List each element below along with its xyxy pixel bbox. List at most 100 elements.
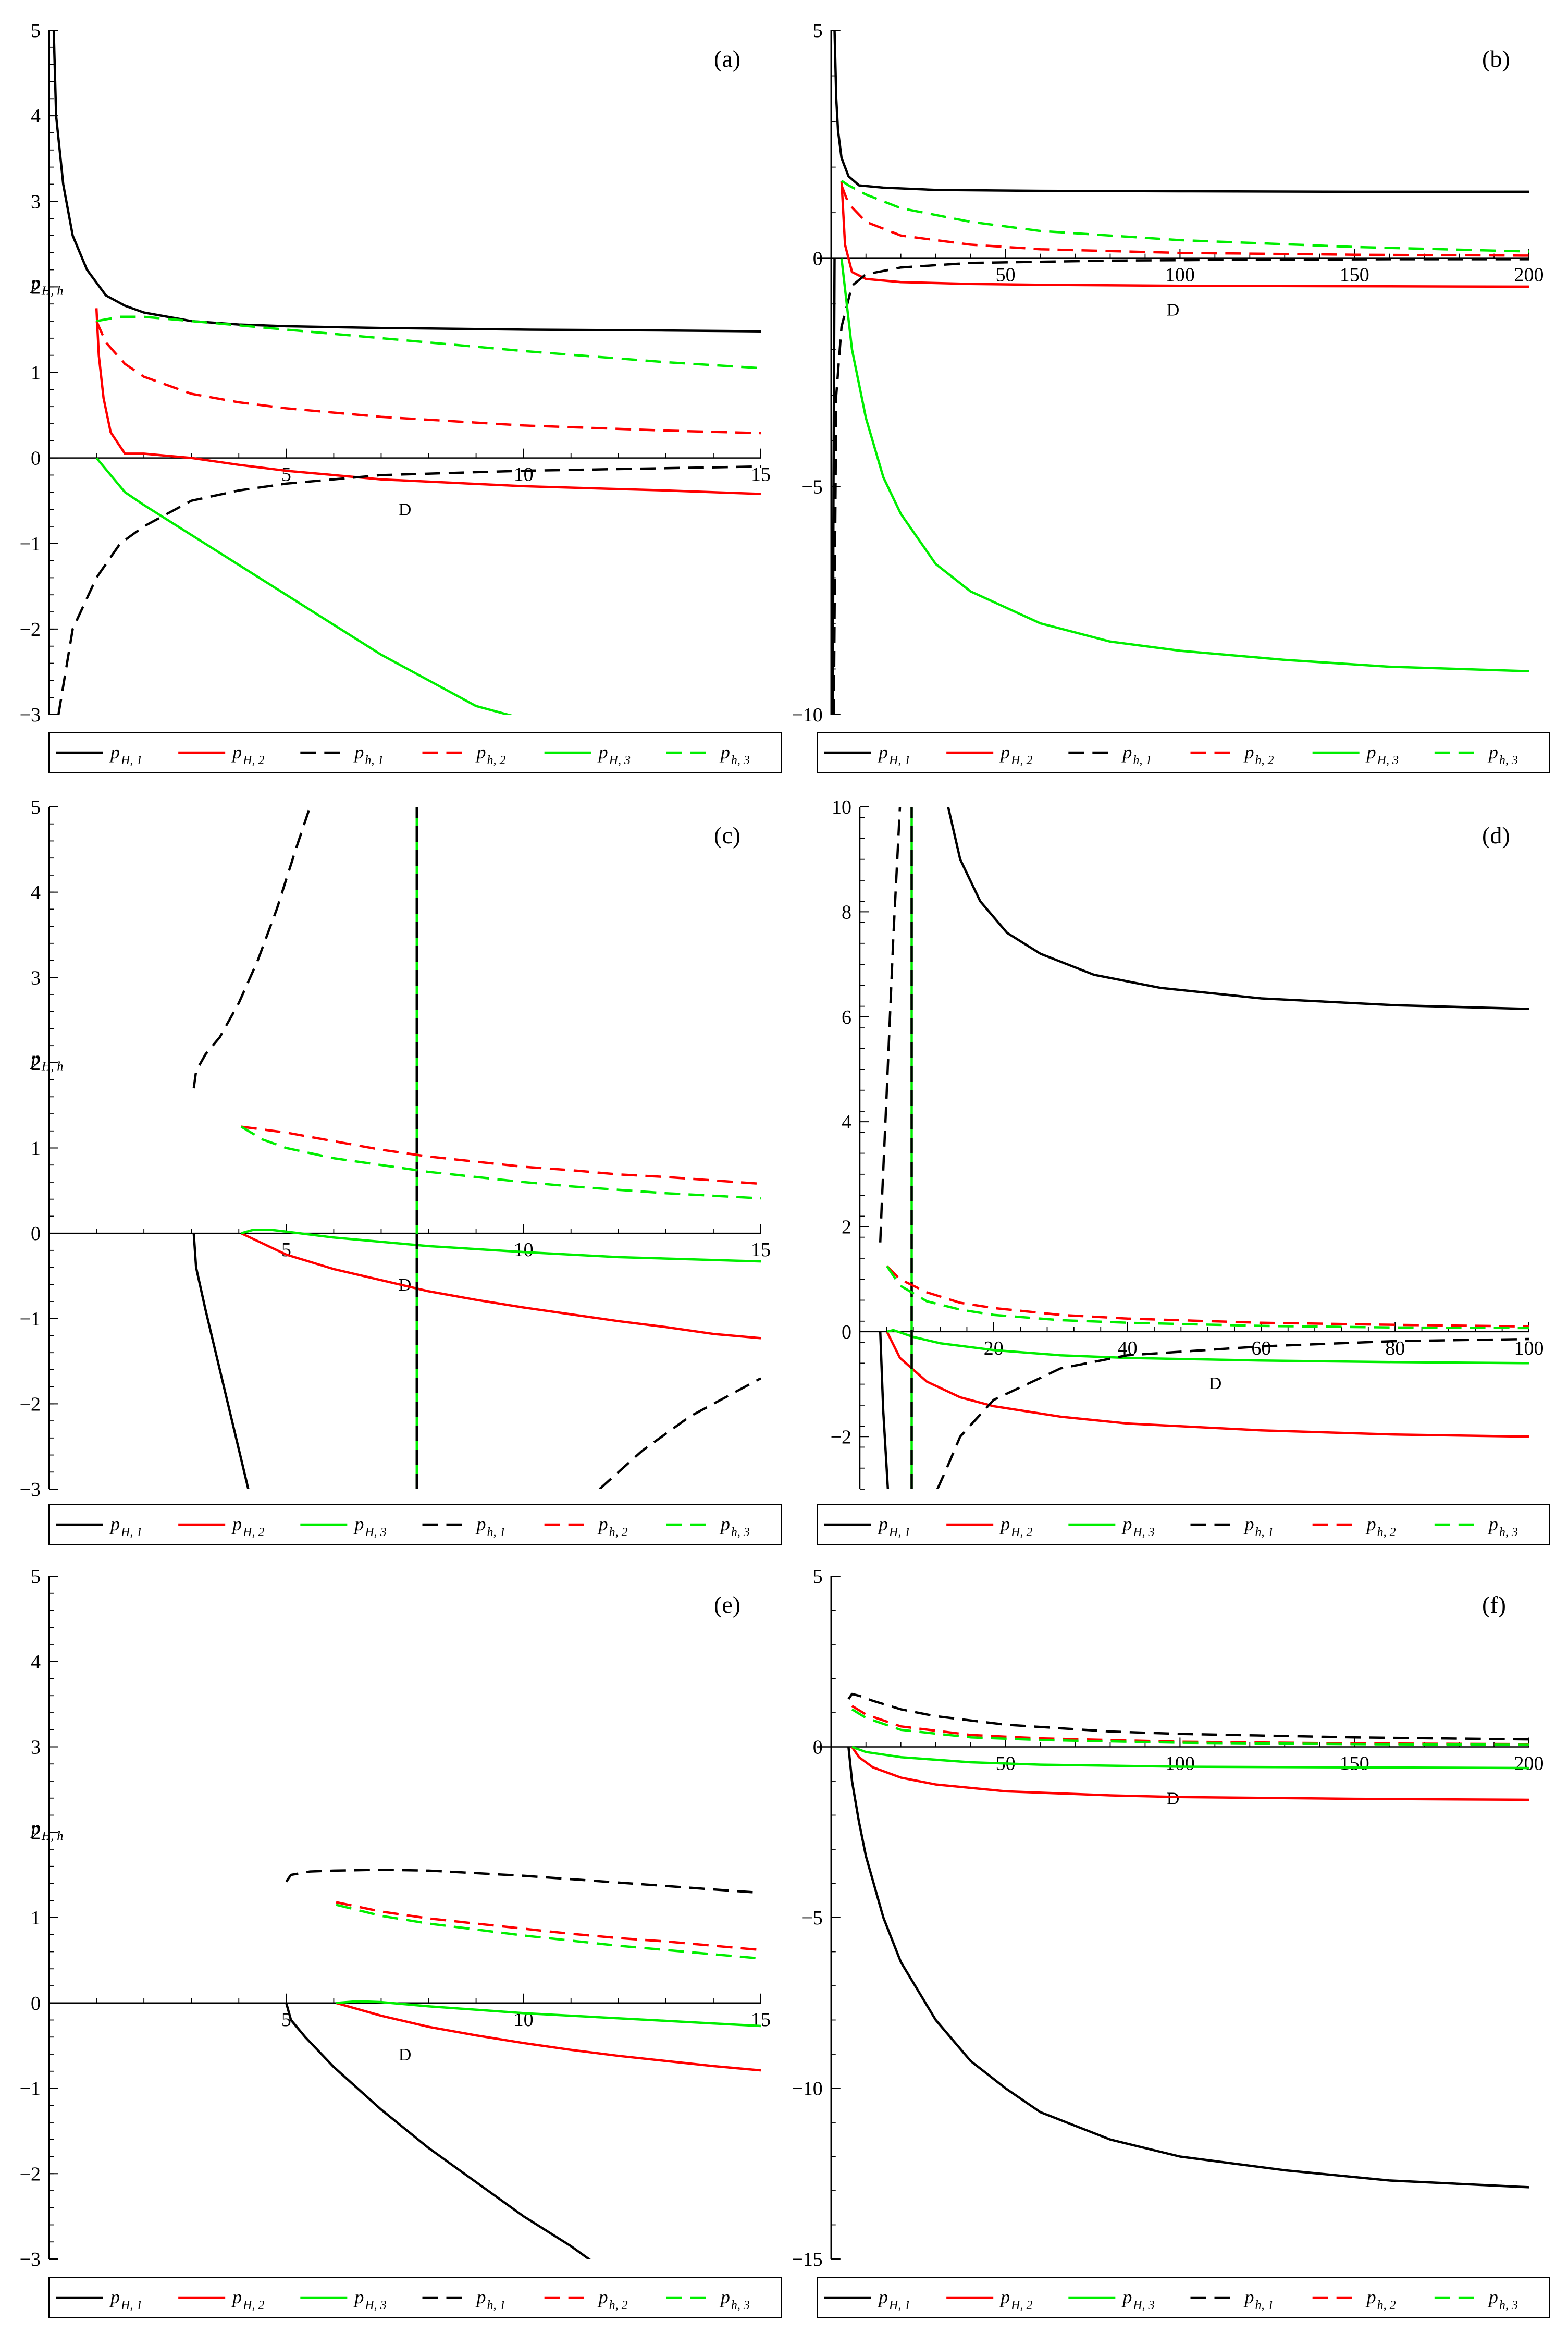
y-tick-label: 0 bbox=[842, 1321, 851, 1343]
x-axis-label: D bbox=[1209, 1374, 1222, 1393]
series-line-red-dashed bbox=[336, 1901, 761, 1951]
x-tick-label: 100 bbox=[1165, 1753, 1195, 1775]
series-line-green-solid bbox=[851, 1746, 1529, 1770]
legend-label: pH, 2 bbox=[999, 2287, 1032, 2312]
x-tick-label: 15 bbox=[751, 2009, 771, 2031]
series-line-black-dashed bbox=[879, 807, 902, 1243]
legend-label: ph, 1 bbox=[475, 1514, 506, 1539]
series-line-black-dashed bbox=[832, 258, 1529, 715]
legend-box bbox=[817, 2277, 1550, 2318]
y-tick-label: 6 bbox=[842, 1006, 851, 1028]
x-tick-label: 150 bbox=[1340, 264, 1369, 286]
x-tick-label: 200 bbox=[1514, 264, 1544, 286]
x-tick-label: 10 bbox=[514, 1239, 534, 1261]
series-line-red-solid bbox=[851, 1746, 1529, 1801]
series-line-black-solid bbox=[42, 458, 46, 715]
series-line-black-dashed bbox=[285, 1869, 761, 1894]
y-tick-label: 2 bbox=[842, 1217, 851, 1238]
x-tick-label: 5 bbox=[281, 1239, 291, 1261]
y-tick-label: 0 bbox=[813, 248, 823, 270]
y-tick-label: −5 bbox=[801, 476, 822, 498]
y-tick-label: −3 bbox=[20, 1479, 41, 1501]
y-tick-label: −2 bbox=[20, 2163, 41, 2185]
legend: pH, 1 pH, 2 pH, 3 ph, 1 ph, 2 ph, 3 bbox=[817, 2277, 1550, 2318]
legend-label: ph, 1 bbox=[1243, 2287, 1274, 2312]
legend: pH, 1 pH, 2 pH, 3 ph, 1 ph, 2 ph, 3 bbox=[817, 1504, 1550, 1545]
legend-label: ph, 3 bbox=[719, 2287, 750, 2312]
legend-label: ph, 1 bbox=[1243, 1514, 1274, 1539]
y-tick-label: −3 bbox=[20, 2249, 41, 2270]
legend-box bbox=[48, 732, 782, 773]
x-tick-label: 10 bbox=[514, 464, 534, 486]
legend-label: ph, 3 bbox=[1487, 1514, 1518, 1539]
panel-label: (a) bbox=[714, 45, 740, 72]
y-tick-label: −15 bbox=[792, 2249, 822, 2270]
curves bbox=[42, 30, 761, 715]
y-tick-label: 5 bbox=[31, 1566, 41, 1588]
legend-label: pH, 1 bbox=[109, 1514, 142, 1539]
legend: pH, 1 pH, 2 pH, 3 ph, 1 ph, 2 ph, 3 bbox=[48, 2277, 782, 2318]
y-axis-label: pH, h bbox=[30, 1048, 63, 1074]
series-line-red-solid bbox=[885, 1331, 1529, 1438]
x-tick-label: 100 bbox=[1514, 1337, 1544, 1359]
series-line-black-solid bbox=[847, 1747, 1529, 2189]
series-line-red-dashed bbox=[95, 321, 761, 435]
y-axis-label: pH, h bbox=[30, 1818, 63, 1843]
y-tick-label: 10 bbox=[832, 796, 851, 818]
y-tick-label: 8 bbox=[842, 901, 851, 923]
series-line-black-dashed bbox=[192, 807, 312, 1089]
series-line-black-dashed bbox=[847, 1692, 1529, 1741]
legend-label: ph, 3 bbox=[1487, 742, 1518, 767]
series-line-green-solid bbox=[95, 457, 512, 715]
x-tick-label: 100 bbox=[1165, 264, 1195, 286]
curves bbox=[879, 807, 1529, 1489]
y-tick-label: 2 bbox=[31, 1822, 41, 1844]
x-axis-label: D bbox=[399, 500, 412, 520]
y-tick-label: 1 bbox=[31, 362, 41, 384]
panel-label: (d) bbox=[1482, 822, 1510, 849]
y-tick-label: 3 bbox=[31, 191, 41, 213]
y-tick-label: −3 bbox=[20, 704, 41, 726]
y-tick-label: 0 bbox=[813, 1737, 823, 1759]
series-line-black-solid bbox=[192, 1233, 250, 1489]
y-tick-label: 5 bbox=[813, 1566, 823, 1588]
y-tick-label: −2 bbox=[20, 619, 41, 641]
series-line-green-dashed bbox=[96, 315, 761, 370]
y-tick-label: −2 bbox=[20, 1393, 41, 1415]
legend-box bbox=[817, 1504, 1550, 1545]
series-line-green-solid bbox=[241, 1229, 761, 1263]
y-tick-label: 4 bbox=[842, 1111, 851, 1133]
series-line-red-dashed bbox=[241, 1125, 761, 1185]
legend-label: pH, 3 bbox=[1365, 742, 1399, 767]
y-tick-label: −1 bbox=[20, 2078, 41, 2100]
y-tick-label: 0 bbox=[31, 448, 41, 470]
y-axis-label: pH, h bbox=[30, 1048, 63, 1074]
series-line-black-dashed bbox=[598, 1377, 761, 1489]
legend-label: ph, 2 bbox=[597, 1514, 628, 1539]
legend-box bbox=[48, 1504, 782, 1545]
y-axis-label: pH, h bbox=[30, 273, 63, 298]
x-tick-label: 50 bbox=[996, 264, 1016, 286]
panel-label: (c) bbox=[714, 822, 740, 849]
legend-box bbox=[48, 2277, 782, 2318]
y-tick-label: −1 bbox=[20, 1308, 41, 1330]
legend-label: ph, 2 bbox=[1365, 2287, 1396, 2312]
series-line-red-solid bbox=[336, 2002, 761, 2072]
x-tick-label: 60 bbox=[1251, 1337, 1271, 1359]
y-tick-label: −10 bbox=[792, 704, 822, 726]
curves bbox=[192, 807, 761, 1489]
panel-label: (f) bbox=[1482, 1591, 1506, 1618]
y-tick-label: 5 bbox=[31, 20, 41, 42]
x-tick-label: 200 bbox=[1514, 1753, 1544, 1775]
legend: pH, 1 pH, 2 pH, 3 ph, 1 ph, 2 ph, 3 bbox=[48, 1504, 782, 1545]
series-line-red-dashed bbox=[886, 1265, 1529, 1328]
series-line-green-dashed bbox=[240, 1125, 761, 1200]
y-axis-label: pH, h bbox=[30, 1818, 63, 1843]
panel-label: (e) bbox=[714, 1591, 740, 1618]
legend-label: pH, 3 bbox=[353, 1514, 386, 1539]
y-tick-label: 4 bbox=[31, 882, 41, 904]
